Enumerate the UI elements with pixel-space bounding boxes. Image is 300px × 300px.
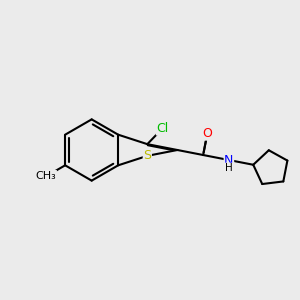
Text: N: N: [224, 154, 234, 166]
Text: Cl: Cl: [156, 122, 169, 135]
Text: O: O: [202, 127, 212, 140]
Text: CH₃: CH₃: [36, 170, 56, 181]
Text: S: S: [143, 149, 151, 162]
Text: H: H: [225, 163, 233, 173]
